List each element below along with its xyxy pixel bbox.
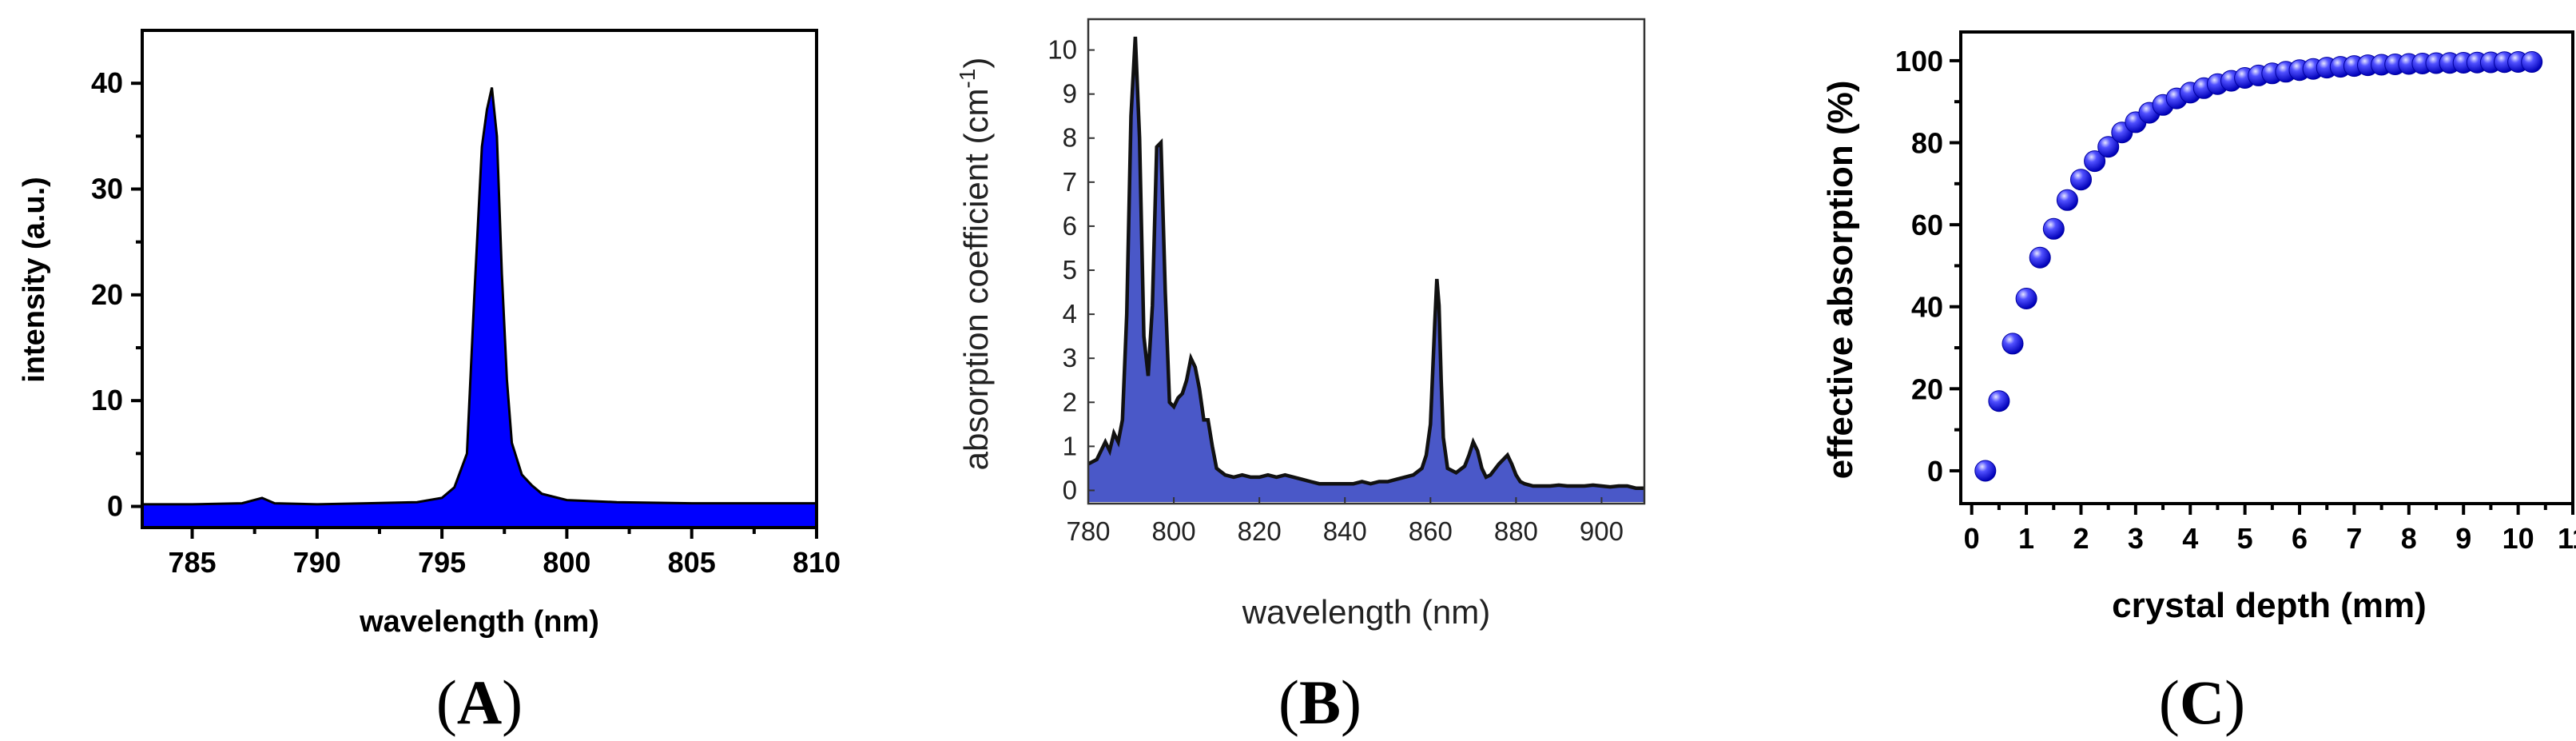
chart-a: 785 790 795 800 805 810 0 10 20 30 40 wavelength … — [18, 29, 841, 639]
chart-a-x-tick-label: 805 — [668, 546, 716, 579]
chart-c-y-tick-label: 20 — [1911, 372, 1943, 405]
chart-c-y-ticks: 0 20 40 60 80 100 — [1895, 45, 1961, 488]
chart-b: 780 800 820 840 860 880 900 0 1 2 3 4 5 6 7 8 9 10 wavel… — [955, 18, 1646, 631]
chart-c-x-tick-label: 9 — [2455, 522, 2471, 555]
chart-c-x-tick-label: 8 — [2401, 522, 2417, 555]
chart-b-x-ticks: 780 800 820 840 860 880 900 — [1066, 497, 1624, 546]
panel-label-c-letter: C — [2180, 667, 2224, 737]
chart-c-point — [2029, 246, 2051, 269]
chart-c-x-tick-label: 2 — [2073, 522, 2089, 555]
chart-c-y-tick-label: 80 — [1911, 127, 1943, 160]
chart-a-y-tick-label: 10 — [91, 384, 123, 416]
chart-c-point — [2042, 217, 2065, 240]
chart-b-ylabel-sup: -1 — [955, 69, 980, 89]
chart-c-point — [1974, 460, 1997, 482]
chart-a-x-tick-label: 810 — [793, 546, 841, 579]
chart-b-ylabel-main: absorption coefficient (cm — [957, 89, 995, 471]
chart-b-x-tick-label: 840 — [1323, 516, 1367, 546]
chart-c-point — [2084, 150, 2106, 173]
chart-c-point — [2015, 288, 2037, 309]
chart-b-x-tick-label: 820 — [1238, 516, 1282, 546]
chart-c-y-tick-label: 40 — [1911, 291, 1943, 324]
panel-label-a: (A) — [436, 667, 523, 737]
chart-a-ylabel: intensity (a.u.) — [18, 177, 51, 383]
chart-c-x-tick-label: 10 — [2502, 522, 2534, 555]
chart-b-y-tick-label: 0 — [1063, 475, 1077, 504]
chart-c-x-ticks: 0 1 2 3 4 5 6 7 8 9 10 11 — [1964, 504, 2576, 555]
chart-c-ylabel: effective absorption (%) — [1821, 81, 1860, 480]
chart-b-y-tick-label: 6 — [1063, 211, 1077, 241]
chart-c: 0 1 2 3 4 5 6 7 8 9 10 11 0 20 40 60 80 100 crystal dept… — [1821, 30, 2576, 625]
chart-b-x-tick-label: 800 — [1152, 516, 1196, 546]
chart-a-area — [142, 87, 817, 526]
chart-c-x-tick-label: 0 — [1964, 522, 1980, 555]
chart-c-x-tick-label: 11 — [2558, 522, 2576, 555]
chart-a-frame — [141, 29, 818, 529]
chart-c-frame — [1959, 30, 2574, 505]
chart-b-y-tick-label: 2 — [1063, 387, 1077, 416]
chart-c-x-tick-label: 4 — [2182, 522, 2198, 555]
chart-c-point — [2070, 169, 2092, 191]
panel-label-a-letter: A — [457, 667, 502, 737]
chart-c-x-tick-label: 1 — [2018, 522, 2034, 555]
panel-label-b-close: ) — [1341, 667, 1362, 737]
chart-a-xlabel: wavelength (nm) — [359, 605, 599, 639]
chart-a-y-tick-label: 40 — [91, 66, 123, 99]
chart-c-y-tick-label: 0 — [1927, 455, 1943, 488]
chart-b-y-ticks: 0 1 2 3 4 5 6 7 8 9 10 — [1047, 35, 1095, 504]
panel-label-a-close: ) — [502, 667, 523, 737]
chart-a-y-tick-label: 20 — [91, 278, 123, 311]
chart-b-y-tick-label: 8 — [1063, 123, 1077, 153]
chart-b-y-tick-label: 4 — [1063, 299, 1077, 329]
chart-c-y-tick-label: 100 — [1895, 45, 1943, 78]
panel-label-a-open: ( — [436, 667, 457, 737]
chart-b-y-tick-label: 7 — [1063, 167, 1077, 197]
chart-b-x-tick-label: 780 — [1066, 516, 1110, 546]
chart-c-point — [1988, 390, 2010, 412]
chart-a-x-ticks: 785 790 795 800 805 810 — [168, 528, 841, 579]
chart-b-y-tick-label: 5 — [1063, 255, 1077, 285]
chart-a-x-tick-label: 785 — [168, 546, 216, 579]
chart-c-xlabel: crystal depth (mm) — [2112, 586, 2427, 625]
chart-c-point — [2097, 136, 2120, 158]
panel-label-b-open: ( — [1278, 667, 1299, 737]
chart-a-x-tick-label: 800 — [543, 546, 590, 579]
chart-b-xlabel: wavelength (nm) — [1242, 593, 1490, 631]
chart-b-y-tick-label: 10 — [1047, 35, 1077, 65]
chart-b-ylabel: absorption coefficient (cm-1) — [955, 58, 995, 471]
chart-a-y-ticks: 0 10 20 30 40 — [91, 66, 142, 523]
chart-c-x-tick-label: 5 — [2237, 522, 2253, 555]
panel-label-c-close: ) — [2224, 667, 2245, 737]
chart-c-points — [1974, 51, 2543, 482]
chart-b-line — [1087, 36, 1644, 490]
chart-a-y-tick-label: 0 — [107, 490, 123, 523]
chart-b-area — [1088, 37, 1644, 502]
chart-c-point — [2002, 333, 2024, 355]
panel-label-c-open: ( — [2159, 667, 2180, 737]
chart-a-x-tick-label: 790 — [293, 546, 341, 579]
chart-c-x-tick-label: 7 — [2346, 522, 2362, 555]
chart-c-y-tick-label: 60 — [1911, 209, 1943, 241]
chart-b-x-tick-label: 860 — [1409, 516, 1453, 546]
panel-label-b: (B) — [1278, 667, 1362, 737]
chart-b-y-tick-label: 9 — [1063, 79, 1077, 109]
chart-b-y-tick-label: 3 — [1063, 343, 1077, 372]
chart-c-x-tick-label: 3 — [2128, 522, 2144, 555]
chart-a-x-tick-label: 795 — [418, 546, 466, 579]
chart-b-y-tick-label: 1 — [1063, 431, 1077, 460]
chart-c-point — [2521, 51, 2543, 73]
panel-label-c: (C) — [2159, 667, 2245, 737]
chart-c-point — [2056, 189, 2078, 211]
chart-a-y-tick-label: 30 — [91, 173, 123, 205]
chart-b-frame — [1087, 18, 1646, 505]
chart-c-x-tick-label: 6 — [2292, 522, 2308, 555]
chart-b-ylabel-close: ) — [957, 58, 995, 69]
panel-label-b-letter: B — [1299, 667, 1341, 737]
chart-b-x-tick-label: 900 — [1580, 516, 1624, 546]
chart-b-x-tick-label: 880 — [1494, 516, 1538, 546]
chart-a-line — [142, 87, 817, 506]
